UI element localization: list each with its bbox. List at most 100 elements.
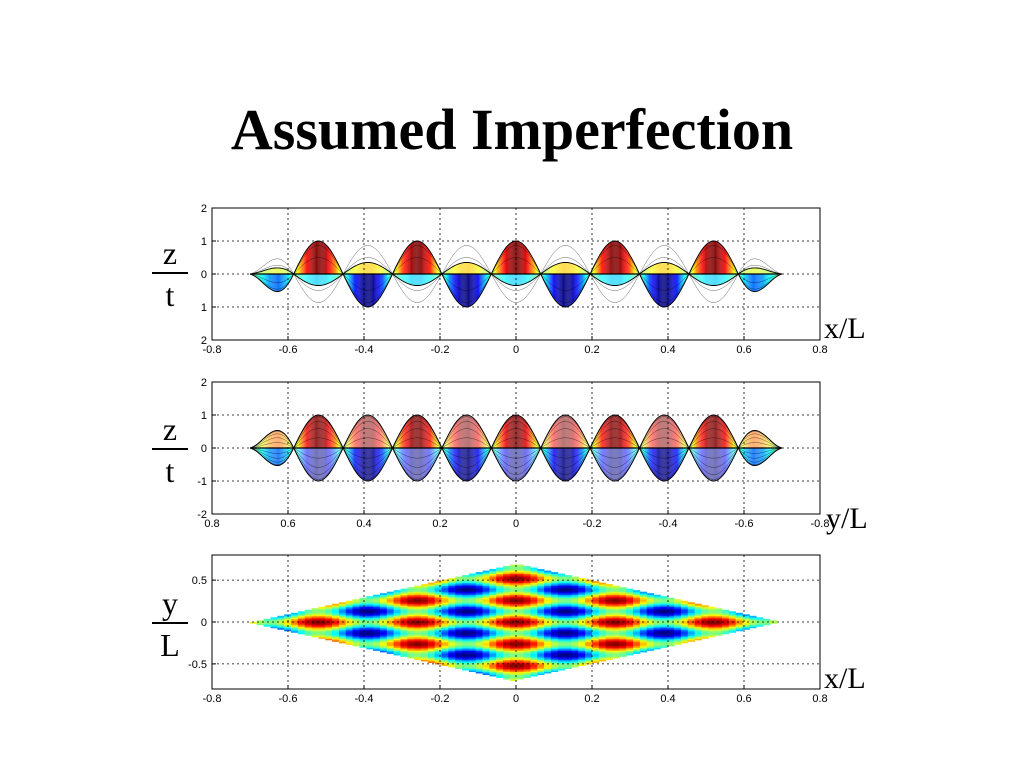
heatmap-cell	[400, 590, 408, 593]
heatmap-cell	[291, 621, 299, 624]
surface-strip	[504, 422, 506, 448]
heatmap-cell	[523, 626, 531, 629]
surface-strip	[615, 415, 617, 448]
surface-strip	[726, 274, 728, 282]
heatmap-cell	[297, 618, 306, 621]
heatmap-cell	[516, 630, 524, 633]
heatmap-cell	[482, 647, 490, 650]
heatmap-cell	[366, 614, 374, 617]
surface-strip	[363, 262, 364, 274]
heatmap-cell	[557, 599, 566, 602]
heatmap-cell	[612, 639, 620, 642]
heatmap-cell	[598, 584, 607, 587]
surface-strip	[401, 448, 402, 467]
heatmap-cell	[448, 627, 456, 630]
heatmap-cell	[318, 617, 326, 620]
surface-strip	[745, 448, 747, 462]
heatmap-cell	[297, 615, 306, 618]
heatmap-cell	[407, 626, 415, 629]
heatmap-cell	[379, 647, 388, 650]
heatmap-cell	[359, 612, 367, 615]
surface-strip	[624, 274, 626, 284]
heatmap-cell	[489, 617, 497, 620]
heatmap-cell	[489, 570, 497, 573]
heatmap-cell	[578, 641, 586, 644]
surface-strip	[528, 424, 530, 448]
heatmap-cell	[619, 653, 627, 656]
surface-strip	[765, 436, 767, 448]
surface-strip	[505, 420, 507, 448]
surface-strip	[525, 420, 527, 448]
heatmap-cell	[626, 605, 634, 608]
heatmap-cell	[605, 599, 613, 602]
surface-strip	[762, 268, 763, 274]
heatmap-cell	[338, 602, 347, 605]
heatmap-cell	[537, 670, 545, 672]
heatmap-cell	[503, 648, 511, 651]
heatmap-cell	[619, 606, 627, 609]
heatmap-cell	[646, 647, 654, 650]
heatmap-cell	[557, 662, 566, 665]
heatmap-cell	[352, 603, 360, 606]
heatmap-cell	[503, 670, 511, 672]
heatmap-cell	[407, 629, 415, 632]
heatmap-cell	[475, 579, 483, 582]
surface-strip	[528, 250, 530, 274]
heatmap-cell	[359, 618, 367, 621]
heatmap-cell	[393, 633, 401, 636]
surface-strip	[714, 448, 716, 481]
heatmap-cell	[434, 642, 442, 645]
heatmap-cell	[550, 661, 559, 663]
heatmap-cell	[379, 599, 388, 602]
heatmap-cell	[646, 630, 654, 633]
heatmap-cell	[414, 617, 422, 620]
heatmap-cell	[537, 633, 545, 636]
heatmap-cell	[523, 661, 531, 663]
surface-strip	[530, 253, 532, 274]
surface-strip	[352, 448, 354, 469]
heatmap-cell	[427, 639, 436, 642]
heatmap-cell	[550, 599, 559, 602]
heatmap-cell	[516, 627, 524, 630]
heatmap-cell	[496, 661, 504, 663]
surface-strip	[452, 266, 454, 274]
heatmap-cell	[434, 593, 442, 596]
heatmap-cell	[393, 642, 401, 645]
surface-strip	[578, 448, 580, 470]
heatmap-cell	[619, 605, 627, 608]
heatmap-cell	[345, 617, 353, 620]
heatmap-cell	[455, 658, 463, 660]
heatmap-cell	[592, 588, 600, 591]
surface-strip	[408, 274, 410, 285]
heatmap-cell	[619, 593, 627, 596]
heatmap-cell	[598, 624, 607, 627]
heatmap-cell	[414, 635, 422, 638]
heatmap-cell	[585, 581, 593, 584]
surface-strip	[576, 274, 578, 299]
heatmap-cell	[509, 600, 518, 603]
surface-strip	[675, 448, 677, 473]
surface-strip	[664, 262, 666, 274]
heatmap-cell	[530, 629, 538, 632]
heatmap-cell	[578, 627, 586, 630]
surface-strip	[569, 262, 571, 274]
surface-strip	[330, 274, 332, 283]
heatmap-cell	[291, 617, 299, 620]
heatmap-cell	[633, 638, 641, 641]
heatmap-cell	[639, 636, 648, 639]
heatmap-cell	[489, 647, 497, 650]
heatmap-cell	[530, 650, 538, 653]
heatmap-cell	[619, 630, 627, 633]
heatmap-cell	[544, 605, 552, 608]
heatmap-cell	[421, 659, 429, 662]
surface-strip	[415, 448, 417, 481]
heatmap-cell	[421, 591, 429, 594]
heatmap-cell	[550, 635, 559, 638]
surface-strip	[568, 415, 570, 448]
surface-strip	[478, 265, 479, 274]
heatmap-cell	[441, 621, 449, 624]
surface-strip	[369, 448, 371, 481]
heatmap-cell	[509, 581, 518, 584]
surface-strip	[673, 420, 675, 448]
x-tick-label: 0	[513, 344, 519, 356]
